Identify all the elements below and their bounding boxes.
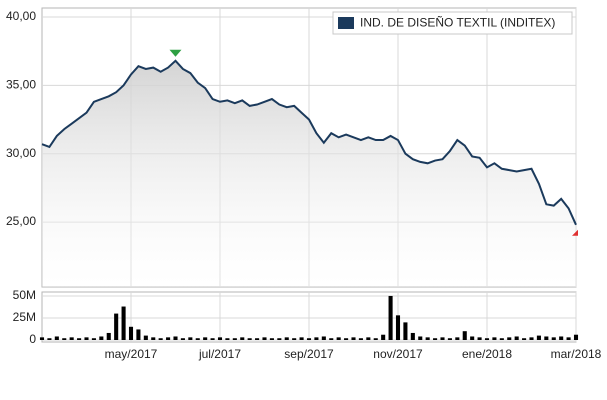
volume-panel: 0 25M 50M may/2017 jul/2017 sep/2017 nov/2017 e… (13, 288, 602, 361)
volume-bar (433, 338, 438, 340)
volume-bar (128, 326, 134, 340)
volume-bar (566, 337, 571, 340)
volume-bar (54, 336, 59, 340)
volume-bar (484, 338, 490, 340)
volume-bar (269, 338, 274, 340)
x-tick-label: mar/2018 (551, 347, 602, 361)
volume-bar (292, 338, 297, 340)
volume-bar (91, 338, 96, 340)
x-tick-label: jul/2017 (198, 347, 241, 361)
y-tick-label: 40,00 (6, 9, 36, 23)
y-tick-label: 25,00 (6, 214, 36, 228)
volume-bar (551, 337, 556, 340)
volume-bar (284, 337, 289, 340)
volume-bar (180, 338, 185, 340)
volume-bar (166, 337, 171, 340)
volume-bar (529, 337, 534, 340)
volume-bar (299, 337, 304, 340)
volume-bar (381, 334, 386, 340)
volume-bar (84, 337, 89, 340)
volume-bar (403, 322, 408, 340)
volume-bar (499, 338, 504, 340)
volume-bar (225, 338, 230, 340)
legend-swatch (338, 17, 354, 29)
volume-bar (410, 332, 415, 340)
volume-bar (470, 336, 475, 340)
min-marker (572, 229, 578, 236)
volume-bar (522, 338, 527, 340)
volume-bar (418, 336, 423, 340)
volume-bar (158, 338, 163, 340)
volume-bar (440, 337, 445, 340)
volume-bar (232, 338, 237, 340)
volume-bar (121, 306, 126, 340)
x-tick-label: ene/2018 (462, 347, 512, 361)
x-tick-label: nov/2017 (373, 347, 423, 361)
volume-bar (77, 338, 82, 340)
y-tick-label: 50M (13, 288, 36, 302)
price-panel: 25,00 30,00 35,00 40,00 IND. DE DISEÑO TEXTI… (6, 7, 578, 288)
volume-bar (507, 337, 512, 340)
volume-bar (395, 315, 401, 340)
volume-bar (573, 334, 579, 340)
volume-bar (69, 337, 74, 340)
x-tick-label: may/2017 (105, 347, 158, 361)
volume-bar (136, 329, 141, 340)
x-tick-label: sep/2017 (284, 347, 334, 361)
volume-bar (99, 336, 104, 340)
volume-bar (344, 338, 349, 340)
volume-bar (210, 338, 215, 340)
volume-bar (203, 337, 208, 340)
volume-bar (544, 336, 549, 340)
volume-bar (388, 295, 393, 340)
volume-bar (106, 332, 111, 340)
y-tick-label: 30,00 (6, 146, 36, 160)
legend-label: IND. DE DISEÑO TEXTIL (INDITEX) (360, 16, 555, 30)
volume-bar (217, 337, 223, 340)
volume-bar (425, 337, 430, 340)
volume-bar (151, 337, 156, 340)
volume-bar (195, 338, 200, 340)
volume-bar (321, 336, 326, 340)
volume-bar (514, 336, 519, 340)
volume-bar (306, 338, 312, 340)
volume-bar (373, 338, 378, 340)
y-tick-label: 0 (29, 332, 36, 346)
volume-bar (173, 336, 178, 340)
volume-bar (240, 337, 245, 340)
legend: IND. DE DISEÑO TEXTIL (INDITEX) (332, 11, 573, 35)
volume-bar (462, 331, 467, 340)
volume-bar (247, 338, 252, 340)
volume-bar (277, 338, 282, 340)
volume-bar (143, 335, 148, 340)
volume-bar (329, 338, 334, 340)
volume-bar (351, 337, 356, 340)
max-marker (169, 49, 182, 57)
volume-bar (255, 338, 260, 340)
volume-bar (314, 337, 319, 340)
volume-bar (358, 338, 363, 340)
volume-bar (559, 336, 564, 340)
volume-bar (492, 337, 497, 340)
area-fill (42, 60, 576, 287)
volume-bar (366, 337, 371, 340)
volume-bar (114, 313, 119, 340)
legend-box (332, 11, 573, 35)
volume-bar (455, 337, 460, 340)
volume-bar (336, 337, 341, 340)
volume-bar (188, 337, 193, 340)
volume-bar (262, 337, 267, 340)
y-tick-label: 25M (13, 310, 36, 324)
volume-bar (536, 335, 541, 340)
volume-bar (447, 338, 452, 340)
volume-bar (39, 337, 45, 340)
price-line (41, 59, 577, 226)
volume-bar (47, 338, 52, 340)
volume-bar (62, 338, 67, 340)
y-tick-label: 35,00 (6, 78, 36, 92)
volume-bar (477, 337, 482, 340)
